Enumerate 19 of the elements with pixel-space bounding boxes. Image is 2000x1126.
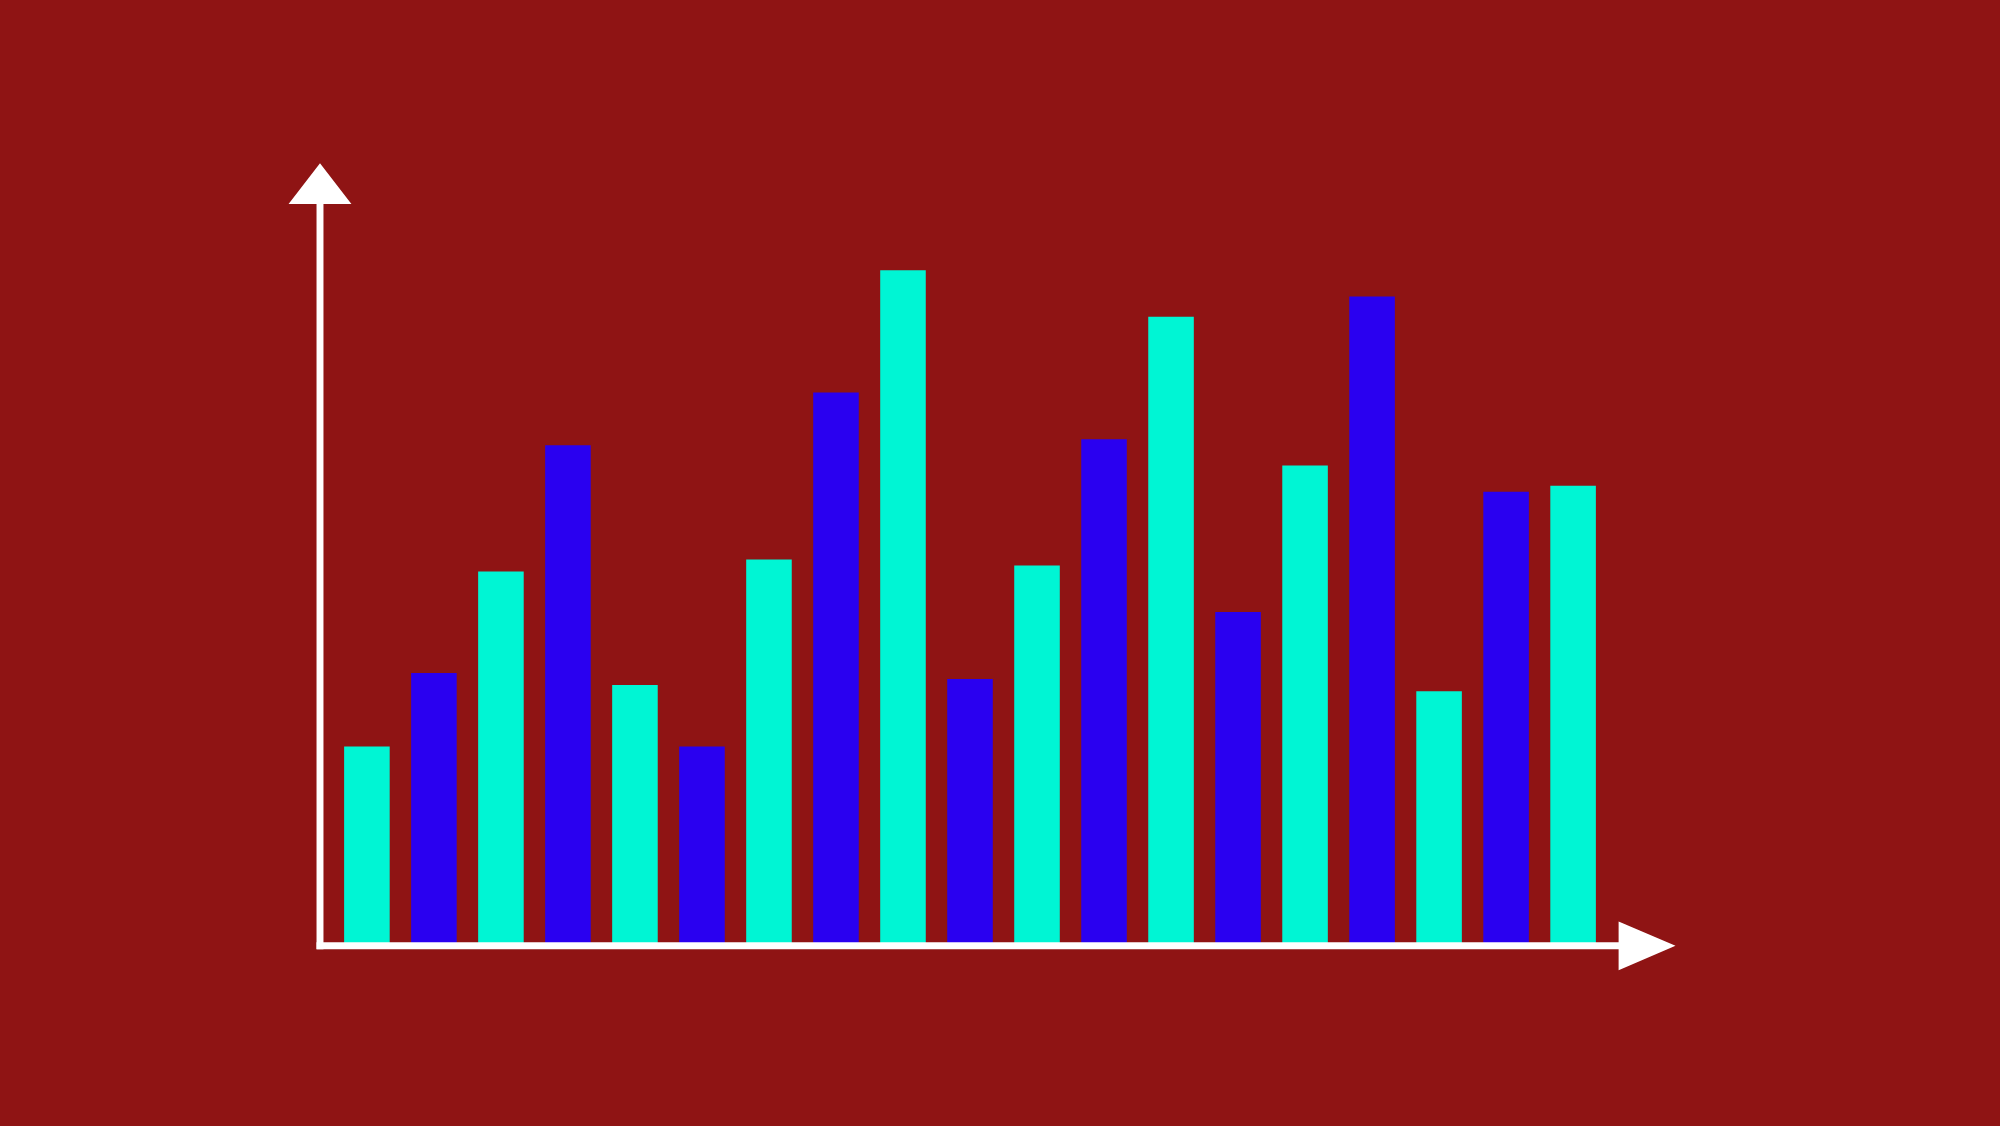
- bar: [679, 746, 725, 946]
- bar: [1081, 439, 1127, 946]
- bar: [344, 746, 390, 946]
- bar: [1148, 316, 1194, 946]
- bar: [1550, 485, 1596, 946]
- bar: [612, 685, 658, 946]
- bar: [1416, 691, 1462, 946]
- bar: [1483, 491, 1529, 946]
- bar: [1014, 565, 1060, 946]
- bar: [478, 571, 524, 946]
- bar: [813, 392, 859, 946]
- bar: [1215, 612, 1261, 946]
- bar: [746, 559, 792, 946]
- bar: [411, 672, 457, 946]
- bar: [1349, 296, 1395, 946]
- bar: [1282, 465, 1328, 946]
- bar: [880, 270, 926, 946]
- bar: [947, 678, 993, 946]
- bar: [545, 445, 591, 946]
